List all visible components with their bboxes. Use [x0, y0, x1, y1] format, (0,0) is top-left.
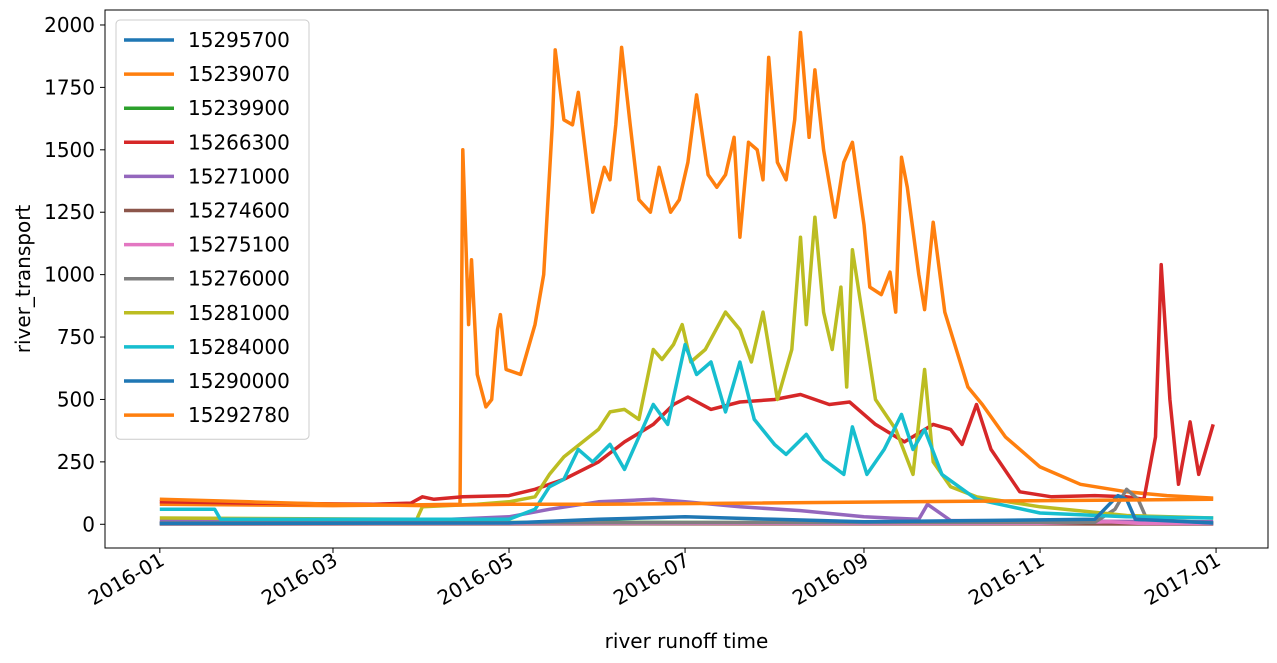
- y-tick-label: 500: [57, 387, 95, 411]
- x-tick-label: 2016-01: [84, 548, 168, 611]
- legend: 15295700 15239070 15239900 15266300 15271000…: [115, 19, 310, 440]
- series-line-15281000: [159, 215, 1214, 522]
- legend-label: 15276000: [188, 267, 290, 291]
- y-axis: 0 250 500 750 1000 1250 1500 1750 2000: [44, 13, 105, 536]
- x-tick-label: 2016-11: [964, 548, 1048, 611]
- series-line-15266300: [159, 262, 1215, 507]
- plot-area: [159, 30, 1215, 526]
- legend-label: 15239900: [188, 96, 290, 120]
- series-line-15292780: [159, 497, 1214, 508]
- plot-frame: [104, 9, 1269, 549]
- y-tick-label: 1250: [44, 200, 95, 224]
- legend-label: 15290000: [188, 369, 290, 393]
- series-line-15239070: [159, 30, 1214, 508]
- legend-label: 15239070: [188, 62, 290, 86]
- y-axis-label: river_transport: [11, 205, 35, 354]
- y-tick-label: 750: [57, 325, 95, 349]
- x-tick-label: 2016-09: [788, 548, 872, 611]
- legend-label: 15284000: [188, 335, 290, 359]
- y-tick-label: 250: [57, 450, 95, 474]
- legend-label: 15275100: [188, 233, 290, 257]
- y-tick-label: 1500: [44, 138, 95, 162]
- legend-label: 15295700: [188, 28, 290, 52]
- y-tick-label: 2000: [44, 13, 95, 37]
- x-tick-label: 2017-01: [1140, 548, 1224, 611]
- y-tick-label: 0: [82, 512, 95, 536]
- y-tick-label: 1750: [44, 75, 95, 99]
- legend-label: 15274600: [188, 199, 290, 223]
- x-tick-label: 2016-05: [433, 548, 517, 611]
- x-tick-label: 2016-07: [609, 548, 693, 611]
- legend-label: 15266300: [188, 130, 290, 154]
- x-axis-label: river runoff time: [605, 629, 769, 653]
- series-line-15290000: [159, 493, 1214, 526]
- legend-label: 15281000: [188, 301, 290, 325]
- legend-box: [115, 19, 310, 440]
- series-line-15284000: [159, 342, 1214, 522]
- x-axis: 2016-01 2016-03 2016-05 2016-07 2016-09 2016-…: [84, 548, 1225, 611]
- y-tick-label: 1000: [44, 263, 95, 287]
- legend-label: 15271000: [188, 164, 290, 188]
- x-tick-label: 2016-03: [257, 548, 341, 611]
- legend-label: 15292780: [188, 403, 290, 427]
